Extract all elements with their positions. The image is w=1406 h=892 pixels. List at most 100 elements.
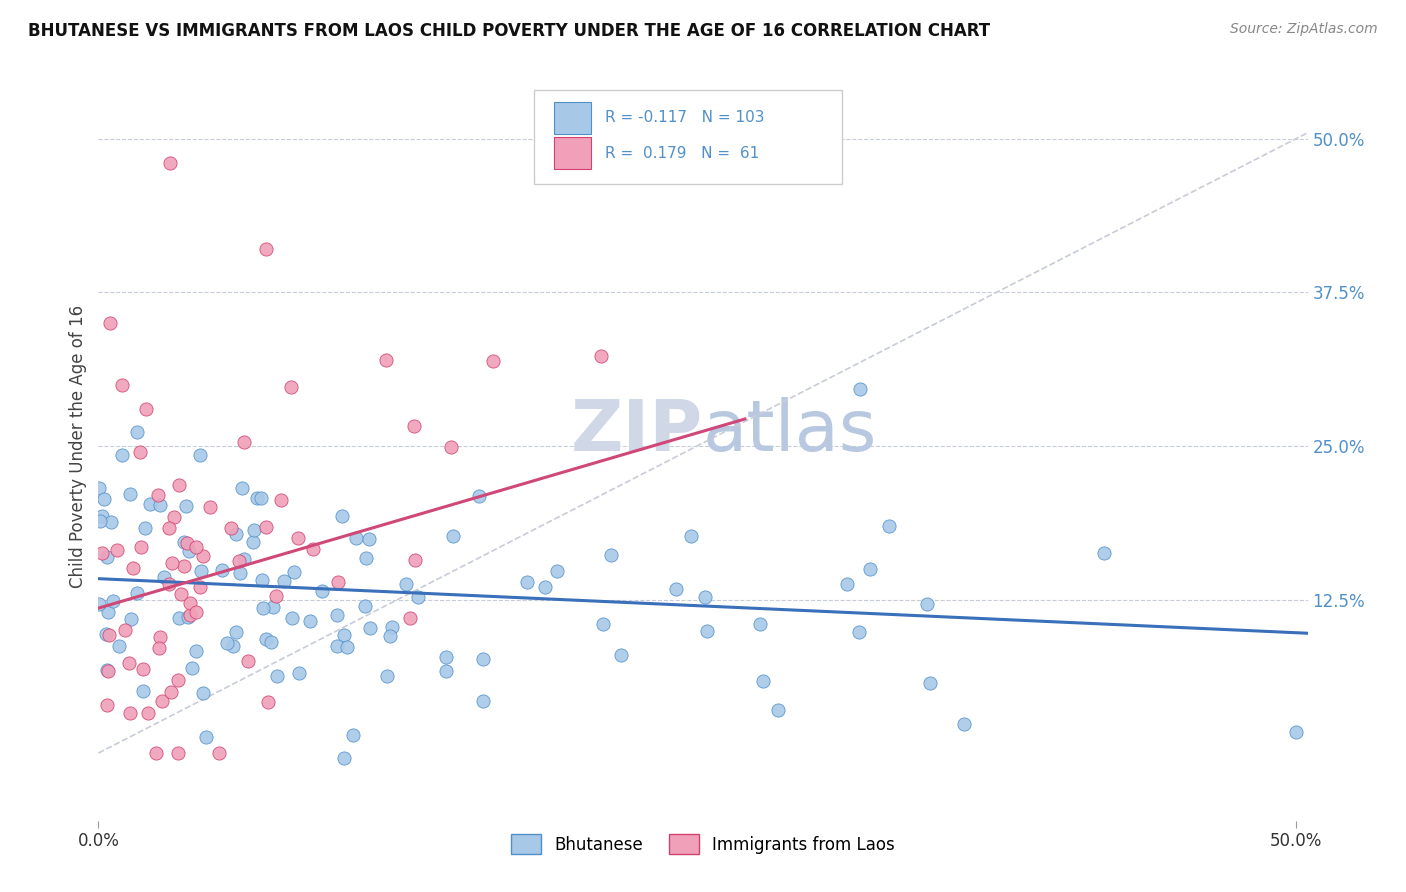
Point [399,611,422,625]
Text: Source: ZipAtlas.com: Source: ZipAtlas.com [1230,22,1378,37]
Point [681,529,703,543]
Point [129,540,152,554]
Point [228,554,250,568]
Point [103,594,125,608]
Point [128,445,150,459]
Point [148,488,170,502]
Point [380,629,402,643]
Point [748,617,770,632]
Point [848,624,870,639]
Point [695,590,717,604]
Point [252,573,274,587]
Point [184,605,207,619]
Point [287,531,309,545]
Point [374,353,396,368]
Point [395,577,418,591]
Point [229,566,252,580]
Point [159,684,181,698]
Point [225,527,247,541]
Point [157,521,180,535]
Point [211,563,233,577]
Point [105,543,128,558]
Point [254,632,277,646]
Point [877,519,900,533]
Point [181,661,204,675]
Point [262,599,284,614]
Point [533,580,555,594]
Point [191,686,214,700]
Point [148,640,170,655]
Point [468,489,491,503]
Point [117,656,139,670]
Point [280,380,302,394]
Text: atlas: atlas [703,397,877,466]
Point [166,746,188,760]
Point [311,584,333,599]
Point [179,544,201,558]
Text: R =  0.179   N =  61: R = 0.179 N = 61 [605,145,759,161]
Legend: Bhutanese, Immigrants from Laos: Bhutanese, Immigrants from Laos [505,828,901,861]
Point [260,634,283,648]
Point [953,717,976,731]
Point [184,540,207,554]
Point [166,673,188,687]
Point [94,627,117,641]
Point [236,654,259,668]
Point [136,706,159,720]
Point [173,535,195,549]
Point [122,560,145,574]
Point [97,605,120,619]
Point [243,524,266,538]
Point [354,551,377,566]
Point [404,552,426,566]
Point [231,481,253,495]
Point [179,608,201,623]
FancyBboxPatch shape [534,90,842,184]
Point [357,532,380,546]
Point [118,706,141,720]
Point [176,536,198,550]
Point [160,556,183,570]
Point [859,562,882,576]
Point [326,607,349,622]
Point [250,491,273,506]
Point [120,487,142,501]
Point [440,440,463,454]
Point [153,570,176,584]
Point [302,542,325,557]
Point [232,552,254,566]
Point [157,577,180,591]
Point [90,546,112,560]
Point [131,684,153,698]
Point [359,621,381,635]
Point [254,519,277,533]
Point [177,610,200,624]
Point [288,665,311,680]
Point [233,435,256,450]
Point [200,500,222,514]
Point [125,586,148,600]
FancyBboxPatch shape [554,137,591,169]
Point [254,243,277,257]
Point [149,499,172,513]
Point [547,564,569,578]
Point [208,746,231,760]
Point [169,478,191,492]
Point [120,612,142,626]
Point [89,514,111,528]
Point [298,614,321,628]
Point [149,631,172,645]
Point [100,515,122,529]
Point [219,521,242,535]
Text: ZIP: ZIP [571,397,703,466]
Point [194,730,217,744]
Point [273,574,295,589]
Point [482,354,505,368]
Point [256,695,278,709]
Point [472,694,495,708]
Point [96,698,118,712]
Text: BHUTANESE VS IMMIGRANTS FROM LAOS CHILD POVERTY UNDER THE AGE OF 16 CORRELATION : BHUTANESE VS IMMIGRANTS FROM LAOS CHILD … [28,22,990,40]
Point [215,636,238,650]
Point [179,596,201,610]
Point [111,377,134,392]
